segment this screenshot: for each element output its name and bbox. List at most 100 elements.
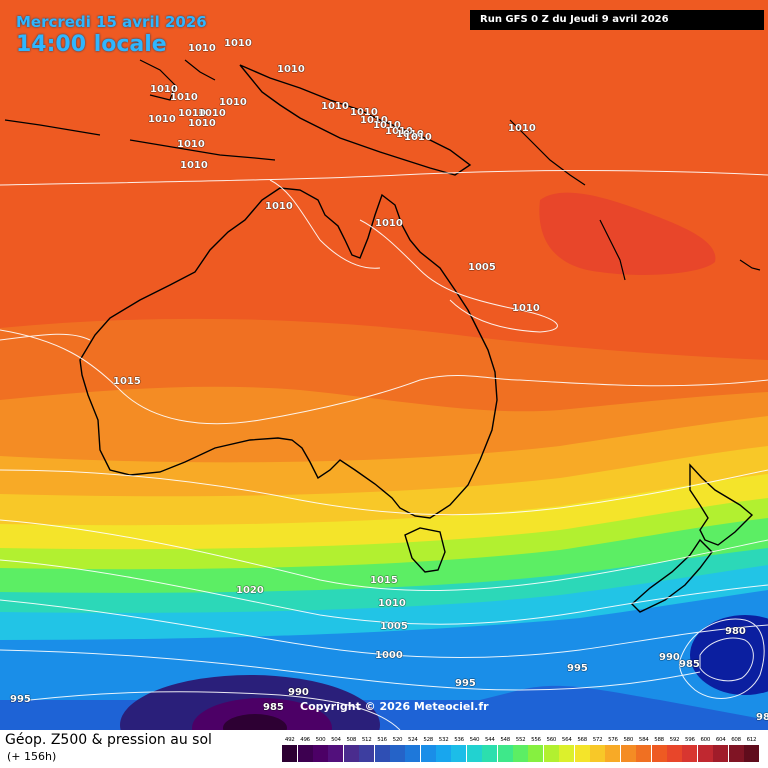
legend-swatch	[513, 745, 529, 762]
legend-value: 524	[408, 737, 418, 743]
isobar-label: 1010	[219, 97, 247, 108]
legend-value: 600	[700, 737, 711, 743]
legend-value: 516	[377, 737, 387, 743]
legend-value: 496	[300, 737, 310, 743]
legend-swatch	[389, 745, 405, 762]
legend-cell: 520	[389, 736, 405, 762]
copyright: Copyright © 2026 Meteociel.fr	[300, 700, 489, 713]
legend-cell: 504	[328, 736, 344, 762]
legend-swatch	[328, 745, 344, 762]
legend-cell: 612	[743, 736, 759, 762]
isobar-label: 1010	[170, 92, 198, 103]
color-legend: 492 496 500 504 508 512 516 520 524 528 532 536 540 5…	[282, 736, 759, 762]
z500-band-532	[690, 615, 768, 695]
forecast-lead: (+ 156h)	[7, 750, 57, 763]
legend-cell: 516	[374, 736, 390, 762]
legend-swatch	[682, 745, 698, 762]
legend-swatch	[282, 745, 298, 762]
legend-cell: 556	[528, 736, 544, 762]
legend-value: 556	[531, 737, 541, 743]
legend-swatch	[620, 745, 636, 762]
legend-value: 572	[592, 737, 603, 743]
legend-swatch	[728, 745, 744, 762]
legend-cell: 592	[666, 736, 682, 762]
legend-cell: 608	[728, 736, 744, 762]
legend-cell: 572	[590, 736, 605, 762]
isobar-label: 1010	[508, 123, 536, 134]
legend-value: 564	[561, 737, 572, 743]
legend-swatch	[420, 745, 436, 762]
australia-coastline	[79, 187, 498, 519]
legend-value: 540	[469, 737, 480, 743]
legend-swatch	[743, 745, 759, 762]
z500-band-564	[0, 515, 768, 593]
legend-cell: 560	[543, 736, 559, 762]
legend-cell: 552	[513, 736, 529, 762]
legend-cell: 584	[636, 736, 652, 762]
isobar-label: 1010	[148, 114, 176, 125]
isobar-label: 1010	[404, 132, 432, 143]
isobar-label: 1005	[380, 621, 408, 632]
isobar-label: 1010	[373, 120, 401, 131]
legend-value: 592	[669, 737, 680, 743]
legend-value: 548	[500, 737, 510, 743]
legend-swatch	[374, 745, 390, 762]
legend-swatch	[605, 745, 621, 762]
z500-band-568	[0, 494, 768, 570]
isobar-label: 1010	[178, 108, 206, 119]
isobar-label: 1005	[468, 262, 496, 273]
legend-cell: 548	[497, 736, 513, 762]
z500-band-492	[223, 714, 287, 730]
z500-band-592	[0, 0, 768, 360]
legend-value: 568	[577, 737, 587, 743]
legend-value: 588	[654, 737, 664, 743]
legend-swatch	[590, 745, 605, 762]
isobar-label: 1015	[113, 376, 141, 387]
legend-value: 492	[284, 737, 295, 743]
legend-swatch	[297, 745, 313, 762]
isobar-label: 980	[725, 626, 746, 637]
isobar-label: 1010	[360, 115, 388, 126]
isobar-label: 1010	[224, 38, 252, 49]
isobar-label: 1010	[375, 218, 403, 229]
legend-cell: 500	[312, 736, 328, 762]
isobar-label: 1010	[277, 64, 305, 75]
legend-cell: 536	[451, 736, 467, 762]
isobar-label: 1010	[188, 118, 216, 129]
legend-value: 596	[685, 737, 695, 743]
legend-value: 584	[638, 737, 649, 743]
isobar-label: 1010	[350, 107, 378, 118]
legend-value: 508	[346, 737, 357, 743]
legend-cell: 544	[482, 736, 498, 762]
legend-cell: 596	[682, 736, 698, 762]
legend-swatch	[666, 745, 682, 762]
legend-value: 532	[438, 737, 449, 743]
legend-value: 520	[392, 737, 403, 743]
legend-cell: 564	[559, 736, 575, 762]
new-guinea-coastline	[239, 64, 472, 176]
isobar-label: 1020	[236, 585, 264, 596]
isobar-label: 1000	[375, 650, 403, 661]
footer: Géop. Z500 & pression au sol (+ 156h) 49…	[0, 730, 768, 768]
legend-value: 500	[315, 737, 326, 743]
z500-band-584	[0, 382, 768, 463]
isobar-label: 990	[288, 687, 309, 698]
legend-value: 504	[331, 737, 341, 743]
legend-cell: 568	[574, 736, 590, 762]
legend-value: 576	[608, 737, 618, 743]
legend-swatch	[466, 745, 482, 762]
legend-swatch	[574, 745, 590, 762]
new-zealand-coastline	[630, 463, 754, 613]
isobar-label: 1010	[150, 84, 178, 95]
isobar-label: 985	[679, 659, 700, 670]
z500-band-560	[0, 545, 768, 613]
legend-swatch	[436, 745, 452, 762]
legend-value: 512	[361, 737, 372, 743]
legend-swatch	[713, 745, 729, 762]
legend-cell: 576	[605, 736, 621, 762]
legend-swatch	[405, 745, 421, 762]
legend-swatch	[543, 745, 559, 762]
isobar-label: 995	[455, 678, 476, 689]
forecast-time: 14:00 locale	[16, 32, 167, 57]
legend-value: 536	[454, 737, 464, 743]
